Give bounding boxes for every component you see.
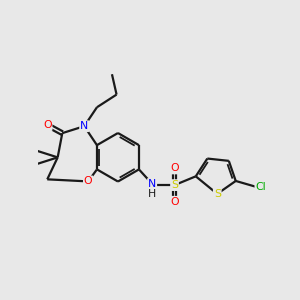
Text: H: H (148, 189, 156, 200)
Text: N: N (148, 179, 156, 189)
Text: O: O (170, 164, 179, 173)
Text: Cl: Cl (255, 182, 266, 192)
Text: O: O (84, 176, 92, 186)
Text: O: O (43, 120, 52, 130)
Text: O: O (170, 197, 179, 207)
Text: N: N (80, 121, 88, 131)
Text: S: S (171, 180, 178, 190)
Text: S: S (214, 189, 221, 199)
